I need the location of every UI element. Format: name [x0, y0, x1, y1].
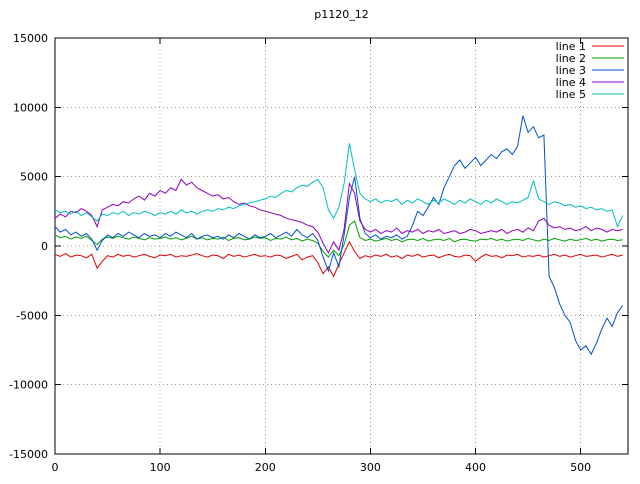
legend-label-line-1: line 1: [556, 40, 586, 53]
y-tick-label: -15000: [9, 448, 48, 461]
y-tick-label: 15000: [13, 32, 48, 45]
legend-label-line-2: line 2: [556, 52, 586, 65]
legend-label-line-3: line 3: [556, 64, 586, 77]
chart-title: p1120_12: [314, 8, 369, 21]
legend-label-line-5: line 5: [556, 88, 586, 101]
y-tick-label: 0: [41, 240, 48, 253]
grid: [55, 37, 628, 455]
series-line-5: [54, 143, 624, 228]
y-tick-label: -5000: [16, 309, 48, 322]
x-tick-label: 100: [150, 461, 171, 474]
y-tick-label: 10000: [13, 101, 48, 114]
y-tick-label: 5000: [20, 171, 48, 184]
series-line-4: [54, 178, 623, 255]
legend-label-line-4: line 4: [556, 76, 586, 89]
series-line-2: [54, 220, 623, 258]
x-tick-label: 200: [255, 461, 276, 474]
x-tick-label: 500: [570, 461, 591, 474]
axes: -15000 -10000 -5000 0 5000 10000 15000 0 100 200 3…: [9, 32, 629, 474]
x-tick-label: 0: [52, 461, 59, 474]
series-line-3: [54, 115, 624, 356]
y-tick-label: -10000: [9, 379, 48, 392]
x-tick-label: 300: [360, 461, 381, 474]
x-tick-label: 400: [465, 461, 486, 474]
series-line-1: [54, 240, 623, 278]
plot-border: [54, 37, 629, 455]
series-lines: [54, 115, 624, 356]
